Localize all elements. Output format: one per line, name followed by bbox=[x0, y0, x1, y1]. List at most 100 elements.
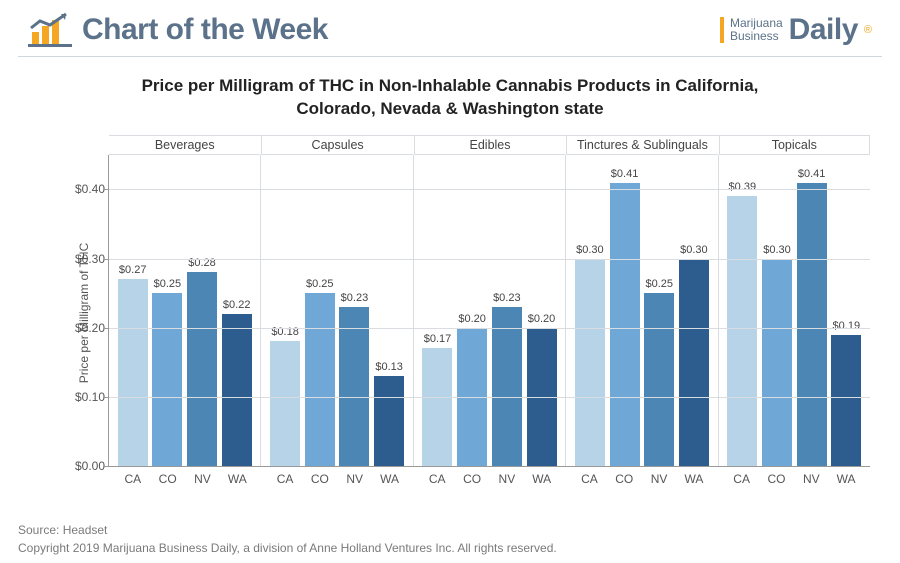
bar-co: $0.25 bbox=[305, 155, 335, 466]
bar bbox=[422, 348, 452, 465]
x-group: CA CO NV WA bbox=[718, 472, 870, 486]
bar-value-label: $0.30 bbox=[568, 244, 612, 256]
bar-ca: $0.39 bbox=[727, 155, 757, 466]
group-header: Tinctures & Sublinguals bbox=[566, 135, 717, 155]
x-group: CA CO NV WA bbox=[261, 472, 413, 486]
group-edibles: Edibles$0.17$0.20$0.23$0.20 bbox=[413, 155, 565, 466]
bar bbox=[762, 259, 792, 466]
bar bbox=[187, 272, 217, 466]
bar bbox=[152, 293, 182, 466]
mjbiz-line2: Business bbox=[730, 30, 783, 43]
bar bbox=[797, 183, 827, 466]
x-label-nv: NV bbox=[340, 472, 370, 486]
bar-nv: $0.23 bbox=[339, 155, 369, 466]
bar-co: $0.30 bbox=[762, 155, 792, 466]
bar-wa: $0.20 bbox=[527, 155, 557, 466]
x-group: CACONVWA bbox=[109, 472, 261, 486]
bar-groups: Beverages$0.27$0.25$0.28$0.22Capsules$0.… bbox=[109, 155, 870, 466]
gridline bbox=[109, 189, 870, 190]
mjbiz-left-text: Marijuana Business bbox=[720, 17, 783, 42]
x-label-ca: CA bbox=[422, 472, 452, 486]
bar-value-label: $0.30 bbox=[672, 244, 716, 256]
y-tick-label: $0.20 bbox=[67, 321, 105, 335]
bar bbox=[727, 196, 757, 466]
bar-ca: $0.30 bbox=[575, 155, 605, 466]
group-tinctures-sublinguals: Tinctures & Sublinguals$0.30$0.41$0.25$0… bbox=[565, 155, 717, 466]
bar-nv: $0.28 bbox=[187, 155, 217, 466]
bar-ca: $0.18 bbox=[270, 155, 300, 466]
bar-value-label: $0.25 bbox=[298, 278, 342, 290]
chart-area: Price per Milligram of THC Beverages$0.2… bbox=[68, 135, 870, 491]
bar bbox=[644, 293, 674, 466]
bar-value-label: $0.41 bbox=[603, 168, 647, 180]
bars-container: $0.27$0.25$0.28$0.22 bbox=[109, 155, 260, 466]
x-label-co: CO bbox=[153, 472, 183, 486]
copyright-label: Copyright 2019 Marijuana Business Daily,… bbox=[18, 539, 557, 557]
bar bbox=[222, 314, 252, 466]
bar-value-label: $0.41 bbox=[790, 168, 834, 180]
x-label-nv: NV bbox=[796, 472, 826, 486]
bar-nv: $0.25 bbox=[644, 155, 674, 466]
x-group: CA CO NV WA bbox=[566, 472, 718, 486]
group-header: Edibles bbox=[414, 135, 565, 155]
x-label-nv: NV bbox=[492, 472, 522, 486]
bar bbox=[118, 279, 148, 466]
group-header: Topicals bbox=[719, 135, 870, 155]
group-topicals: Topicals$0.39$0.30$0.41$0.19 bbox=[718, 155, 870, 466]
x-label-wa: WA bbox=[831, 472, 861, 486]
x-label-wa: WA bbox=[527, 472, 557, 486]
x-label-ca: CA bbox=[270, 472, 300, 486]
bar bbox=[339, 307, 369, 466]
bar bbox=[492, 307, 522, 466]
y-tick-label: $0.40 bbox=[67, 182, 105, 196]
x-label-ca: CA bbox=[118, 472, 148, 486]
mjbiz-logo: Marijuana Business Daily® bbox=[720, 13, 872, 47]
bar-ca: $0.27 bbox=[118, 155, 148, 466]
bar-co: $0.25 bbox=[152, 155, 182, 466]
bars-container: $0.17$0.20$0.23$0.20 bbox=[414, 155, 565, 466]
bars-container: $0.39$0.30$0.41$0.19 bbox=[719, 155, 870, 466]
bar-ca: $0.17 bbox=[422, 155, 452, 466]
bar bbox=[679, 259, 709, 466]
chart-title: Price per Milligram of THC in Non-Inhala… bbox=[110, 75, 790, 121]
bar-value-label: $0.22 bbox=[215, 299, 259, 311]
registered-icon: ® bbox=[864, 24, 872, 36]
plot-region: Beverages$0.27$0.25$0.28$0.22Capsules$0.… bbox=[108, 155, 870, 467]
bar-wa: $0.30 bbox=[679, 155, 709, 466]
header-divider bbox=[18, 56, 882, 57]
x-label-nv: NV bbox=[187, 472, 217, 486]
x-label-wa: WA bbox=[375, 472, 405, 486]
bar-value-label: $0.23 bbox=[332, 292, 376, 304]
footer: Source: Headset Copyright 2019 Marijuana… bbox=[18, 521, 557, 557]
x-label-co: CO bbox=[305, 472, 335, 486]
bar bbox=[374, 376, 404, 466]
gridline bbox=[109, 259, 870, 260]
group-beverages: Beverages$0.27$0.25$0.28$0.22 bbox=[109, 155, 260, 466]
x-label-co: CO bbox=[457, 472, 487, 486]
group-capsules: Capsules$0.18$0.25$0.23$0.13 bbox=[260, 155, 412, 466]
bar bbox=[270, 341, 300, 465]
x-label-co: CO bbox=[609, 472, 639, 486]
bar-wa: $0.13 bbox=[374, 155, 404, 466]
bar bbox=[305, 293, 335, 466]
bar-value-label: $0.25 bbox=[637, 278, 681, 290]
x-group: CA CO NV WA bbox=[413, 472, 565, 486]
bar bbox=[575, 259, 605, 466]
cotw-label: Chart of the Week bbox=[82, 13, 328, 47]
gridline bbox=[109, 328, 870, 329]
x-label-co: CO bbox=[761, 472, 791, 486]
bar-value-label: $0.30 bbox=[755, 244, 799, 256]
bar-nv: $0.23 bbox=[492, 155, 522, 466]
bar bbox=[831, 335, 861, 466]
group-header: Beverages bbox=[109, 135, 260, 155]
x-label-ca: CA bbox=[727, 472, 757, 486]
x-label-nv: NV bbox=[644, 472, 674, 486]
x-label-ca: CA bbox=[574, 472, 604, 486]
bar-value-label: $0.39 bbox=[720, 181, 764, 193]
bar-wa: $0.19 bbox=[831, 155, 861, 466]
x-label-wa: WA bbox=[679, 472, 709, 486]
y-tick-label: $0.00 bbox=[67, 459, 105, 473]
chart-of-the-week-logo: Chart of the Week bbox=[28, 12, 328, 48]
bar-nv: $0.41 bbox=[797, 155, 827, 466]
bar-value-label: $0.17 bbox=[415, 333, 459, 345]
